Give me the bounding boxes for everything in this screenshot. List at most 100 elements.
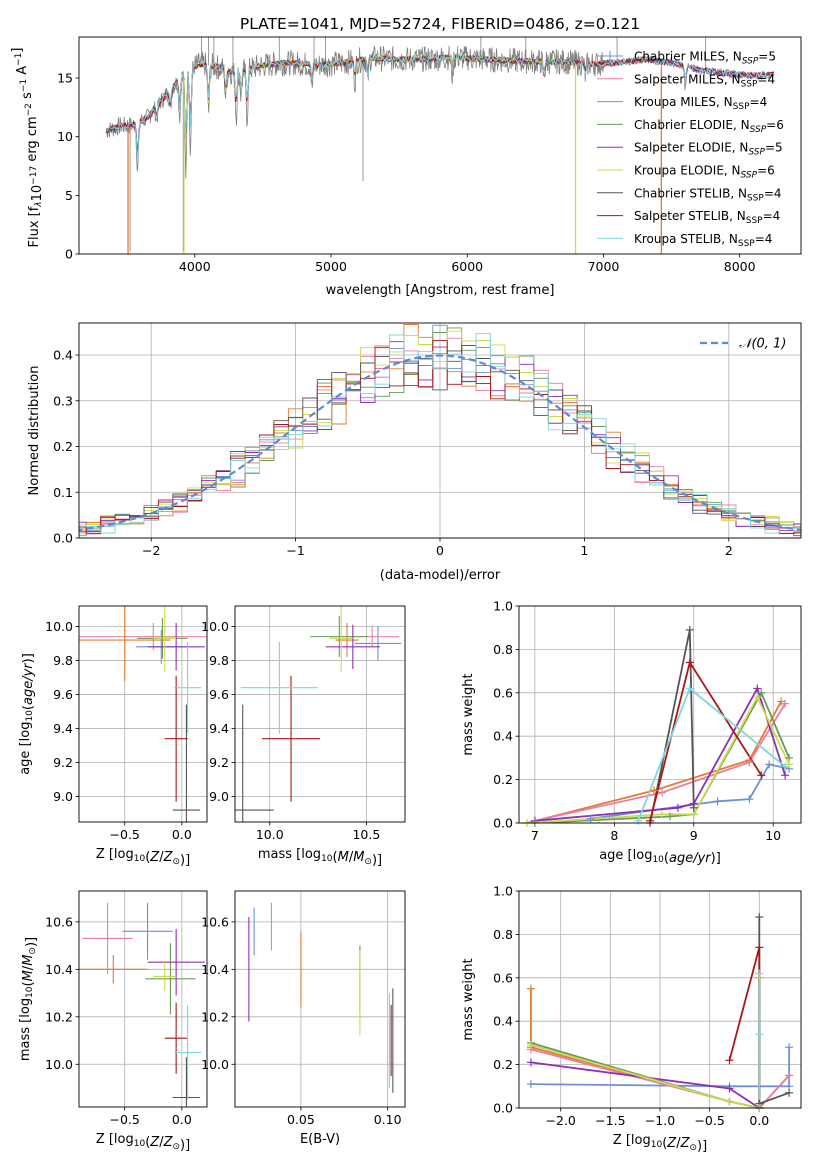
x-axis-label: Z [log10(Z/Z⊙)] bbox=[613, 1133, 707, 1154]
axes-frame bbox=[78, 322, 802, 539]
legend-label-km: Kroupa MILES, NSSP=4 bbox=[634, 95, 767, 112]
x-tick-label: −1.0 bbox=[645, 1113, 675, 1128]
label-part: / bbox=[159, 850, 164, 865]
y-tick-label: 0.2 bbox=[493, 1057, 513, 1072]
label-part: s bbox=[20, 92, 35, 103]
y-tick-label: 0.8 bbox=[493, 642, 513, 657]
legend-suffix: =4 bbox=[757, 72, 775, 86]
axes-mass_Z: −0.5 0.0 10.0 10.2 10.4 10.6 bbox=[45, 891, 207, 1127]
legend-text: Kroupa MILES, N bbox=[634, 95, 733, 109]
legend-sub: SSP bbox=[741, 171, 758, 181]
legend-label-cm: Chabrier MILES, NSSP=5 bbox=[634, 50, 776, 67]
x-tick-label: −1.5 bbox=[595, 1113, 625, 1128]
x-tick-label: 0.0 bbox=[749, 1113, 769, 1128]
y-tick-label: 0.0 bbox=[493, 1101, 513, 1116]
legend-suffix: =4 bbox=[763, 209, 781, 223]
x-tick-label: 10 bbox=[765, 828, 781, 843]
y-axis-label: mass weight bbox=[461, 958, 476, 1040]
label-part: / bbox=[21, 965, 36, 970]
label-part: ( bbox=[21, 705, 36, 710]
label-part: )] bbox=[711, 851, 721, 866]
y-tick-label: 9.8 bbox=[209, 653, 229, 668]
plot-area-mass_ebv bbox=[248, 902, 394, 1093]
label-part: ( bbox=[21, 981, 36, 986]
label-part: M bbox=[338, 850, 349, 865]
label-part: 10 bbox=[25, 710, 35, 722]
x-tick-label: 5000 bbox=[315, 259, 347, 274]
weight-line-cs bbox=[758, 917, 790, 1105]
y-tick-label: 0.2 bbox=[53, 439, 73, 454]
axes-weight_age: 7 8 9 10 0.0 0.2 0.4 0.6 0.8 1.0 bbox=[493, 599, 801, 843]
label-part: Z [log bbox=[96, 1132, 134, 1147]
label-part: ⊙ bbox=[172, 1142, 180, 1152]
label-part: 10 bbox=[134, 1139, 146, 1149]
legend-sub: SSP bbox=[738, 239, 755, 249]
legend-label-ke: Kroupa ELODIE, NSSP=6 bbox=[634, 164, 775, 181]
x-tick-label: −2 bbox=[142, 543, 160, 558]
legend-sub: SSP bbox=[742, 57, 759, 67]
legend-sub: SSP bbox=[748, 148, 765, 158]
y-tick-label: 10 bbox=[57, 129, 73, 144]
x-tick-label: 0.0 bbox=[172, 827, 192, 842]
axes-residuals: −2 −1 0 1 2 0.0 0.1 0.2 0.3 0.4 bbox=[53, 323, 801, 558]
y-tick-label: 10.0 bbox=[45, 1057, 73, 1072]
x-tick-label: 8 bbox=[610, 828, 618, 843]
label-part: ⊙ bbox=[364, 857, 372, 867]
axes-frame bbox=[518, 890, 802, 1109]
axes-age_Z: −0.5 0.0 9.0 9.2 9.4 9.6 9.8 10.0 bbox=[45, 606, 207, 842]
legend-text: Salpeter STELIB, N bbox=[634, 209, 746, 223]
y-tick-label: 10.4 bbox=[201, 962, 229, 977]
label-part: 10 bbox=[134, 854, 146, 864]
y-axis-label: Normed distribution bbox=[27, 366, 42, 496]
label-part: ( bbox=[145, 1135, 150, 1150]
weight-line-sm bbox=[534, 703, 786, 822]
x-axis-label: wavelength [Angstrom, rest frame] bbox=[326, 283, 555, 298]
y-tick-label: 1.0 bbox=[493, 599, 513, 614]
label-part: ( bbox=[662, 1136, 667, 1151]
axes-weight_Z: −2.0 −1.5 −1.0 −0.5 0.0 0.0 0.2 0.4 0.6 0.8 1.0 bbox=[493, 884, 801, 1128]
y-tick-label: 10.6 bbox=[201, 914, 229, 929]
legend-suffix: =5 bbox=[758, 50, 776, 64]
y-tick-label: 10.2 bbox=[45, 1009, 73, 1024]
label-part: )] bbox=[180, 853, 190, 868]
x-tick-label: 0.0 bbox=[172, 1112, 192, 1127]
legend-suffix: =5 bbox=[765, 141, 783, 155]
legend-label-ss: Salpeter STELIB, NSSP=4 bbox=[634, 209, 780, 226]
label-part: Flux [f bbox=[27, 206, 42, 247]
y-tick-label: 0.3 bbox=[53, 393, 73, 408]
model-spectrum-ks bbox=[106, 53, 775, 163]
y-tick-label: 10.0 bbox=[45, 619, 73, 634]
x-tick-label: 0.10 bbox=[374, 1112, 402, 1127]
label-part: / bbox=[676, 1136, 681, 1151]
label-part: ⊙ bbox=[689, 1143, 697, 1153]
axes-frame bbox=[234, 890, 406, 1108]
model-spectrum-km bbox=[127, 54, 661, 157]
y-tick-label: 9.6 bbox=[209, 687, 229, 702]
weight-line-se bbox=[530, 977, 761, 1108]
y-tick-label: 0.8 bbox=[493, 927, 513, 942]
y-tick-label: 0.2 bbox=[493, 772, 513, 787]
label-part: −1 bbox=[14, 53, 24, 66]
legend-suffix: =4 bbox=[764, 186, 782, 200]
y-axis-label: age [log10(age/yr)] bbox=[18, 653, 36, 775]
label-part: )] bbox=[697, 1139, 707, 1154]
x-tick-label: 0 bbox=[436, 543, 444, 558]
x-tick-label: 10.5 bbox=[352, 827, 380, 842]
y-tick-label: 0 bbox=[65, 247, 73, 262]
axes-frame bbox=[78, 890, 208, 1108]
label-part: 10 bbox=[321, 854, 333, 864]
plot-area-residuals bbox=[79, 324, 801, 537]
label-part: λ bbox=[34, 201, 44, 207]
y-tick-label: 0.4 bbox=[493, 729, 513, 744]
label-part: ⊙ bbox=[28, 947, 38, 955]
y-tick-label: 10.6 bbox=[45, 914, 73, 929]
label-part: Z bbox=[149, 1135, 160, 1150]
label-part: mass [log bbox=[258, 847, 321, 862]
x-tick-label: 9 bbox=[690, 828, 698, 843]
label-part: )] bbox=[24, 937, 39, 947]
label-part: Z bbox=[163, 850, 174, 865]
label-part: Z [log bbox=[96, 847, 134, 862]
y-tick-label: 0.0 bbox=[493, 816, 513, 831]
axes-frame bbox=[78, 36, 802, 255]
